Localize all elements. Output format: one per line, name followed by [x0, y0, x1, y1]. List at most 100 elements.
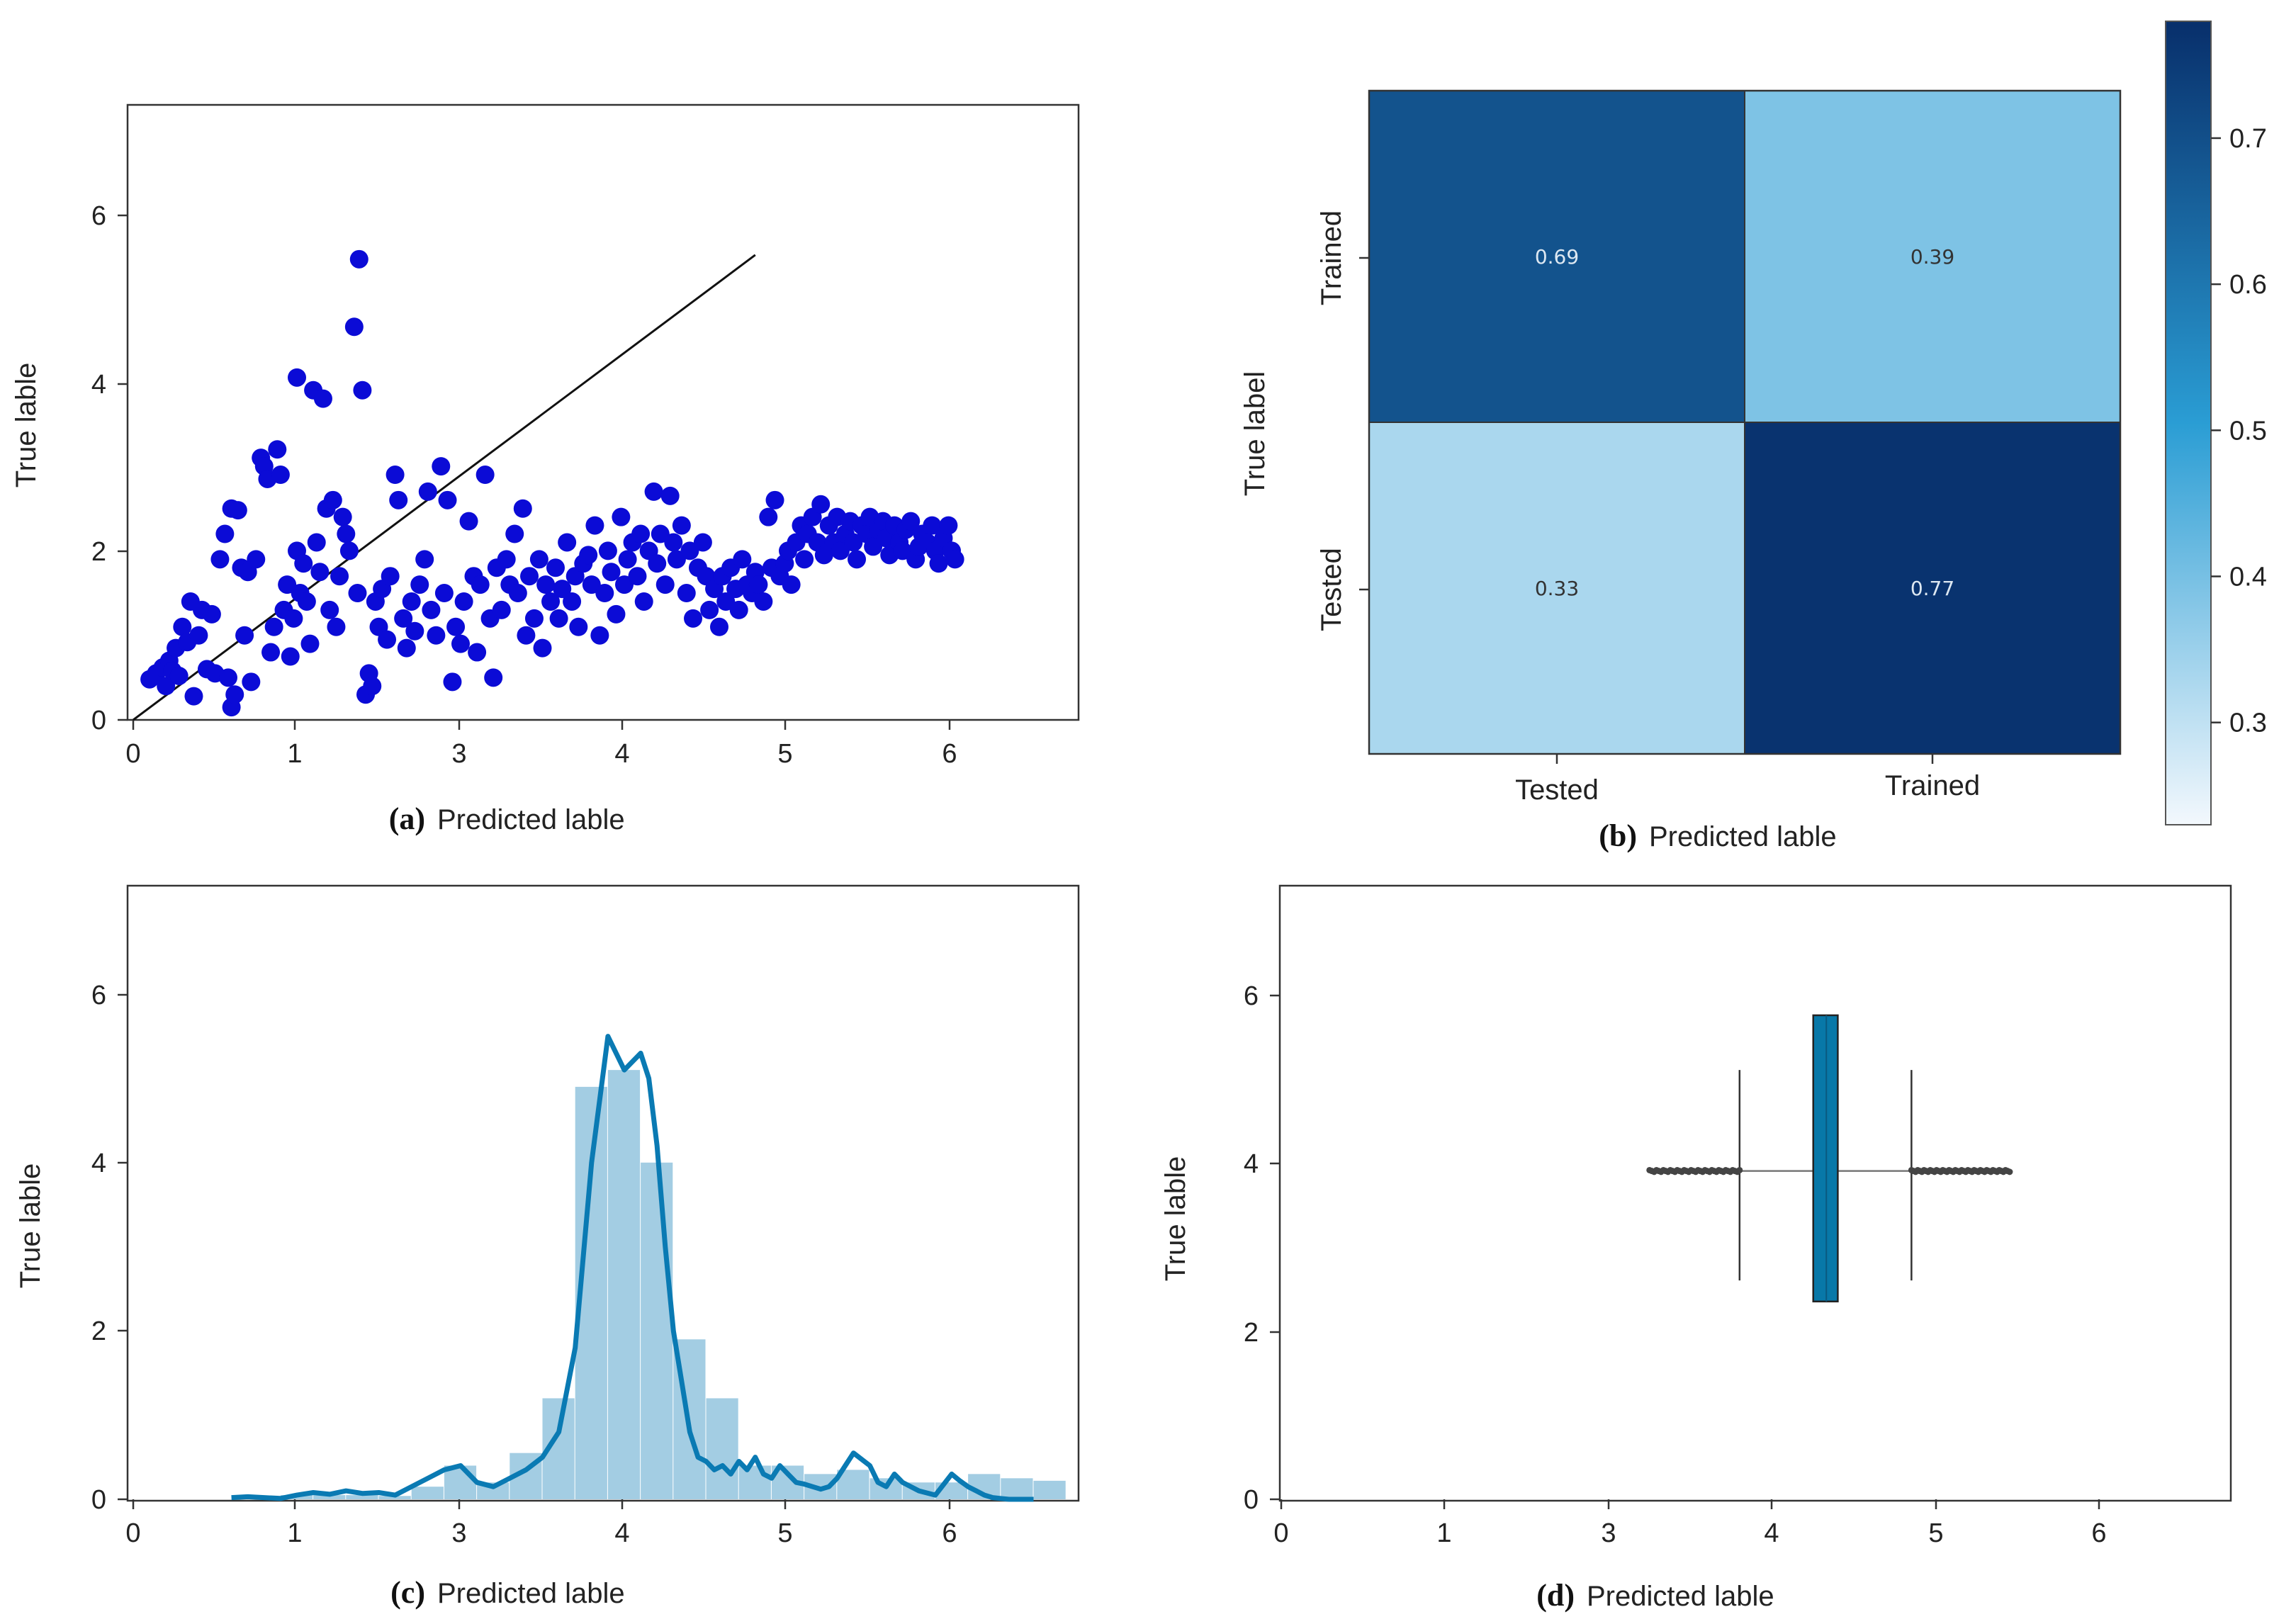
scatter-point-145	[693, 533, 712, 552]
scatter-point-49	[313, 389, 332, 408]
panel-c-frame	[126, 884, 1080, 1502]
histogram-bar-5	[411, 1487, 444, 1499]
histogram-bar-15	[738, 1465, 771, 1499]
panel-c-ytick-label-3: 6	[91, 981, 106, 1010]
scatter-point-121	[595, 584, 614, 603]
scatter-point-170	[795, 550, 814, 569]
scatter-point-74	[402, 592, 421, 611]
scatter-point-117	[579, 546, 598, 565]
cm-cell-0-0	[1368, 90, 1745, 423]
scatter-point-84	[443, 672, 462, 692]
scatter-point-61	[353, 380, 372, 400]
scatter-point-174	[811, 495, 831, 514]
scatter-point-107	[536, 575, 556, 594]
panel-b-cells: 0.69 0.39 0.33 0.77	[1368, 90, 2121, 755]
panel-a-ytick-label-0: 0	[91, 706, 106, 735]
scatter-point-115	[569, 617, 588, 636]
scatter-point-94	[484, 668, 503, 687]
panel-a-xtick-label-3: 4	[614, 739, 629, 769]
histogram-bar-2	[313, 1495, 346, 1499]
flier-low-39	[1736, 1166, 1743, 1173]
colorbar-tick-label-2: 0.5	[2229, 416, 2267, 446]
scatter-point-83	[438, 490, 457, 509]
scatter-point-55	[333, 507, 352, 526]
panel-b-ycat-1: Tested	[1316, 548, 1347, 631]
scatter-point-154	[729, 600, 748, 619]
panel-c-distribution: 0 2 4 6 0 1 3 4 5 6 True lable (c) Predicted lab…	[15, 884, 1080, 1610]
scatter-point-51	[320, 600, 339, 619]
histogram-bar-24	[1033, 1480, 1066, 1499]
panel-a-identity-line	[133, 254, 756, 721]
panel-a-points	[140, 249, 964, 717]
panel-d-x-ticks: 0 1 3 4 5 6	[1273, 1499, 2107, 1548]
scatter-point-130	[631, 524, 651, 543]
scatter-point-88	[459, 512, 478, 531]
scatter-point-3	[157, 677, 176, 696]
scatter-point-58	[344, 317, 364, 337]
panel-d-xtick-label-0: 0	[1273, 1518, 1288, 1548]
panel-d-ytick-label-3: 6	[1244, 981, 1259, 1011]
scatter-point-100	[508, 584, 527, 603]
panel-b-xcat-0: Tested	[1515, 774, 1599, 806]
panel-c-caption-label: (c)	[390, 1575, 425, 1610]
scatter-point-183	[848, 550, 867, 569]
panel-a-ytick-label-2: 4	[91, 370, 106, 400]
panel-a-caption-label: (a)	[389, 801, 425, 836]
scatter-point-59	[348, 584, 367, 603]
scatter-point-28	[247, 550, 266, 569]
panel-a-ytick-label-1: 2	[91, 537, 106, 567]
scatter-point-71	[389, 490, 408, 509]
scatter-point-85	[446, 617, 466, 636]
scatter-point-163	[765, 490, 784, 509]
panel-a-xtick-label-1: 1	[287, 739, 302, 769]
panel-d-ytick-label-2: 4	[1244, 1149, 1259, 1179]
panel-c-ytick-label-0: 0	[91, 1485, 106, 1515]
panel-a-x-ticks: 0 1 3 4 5 6	[125, 720, 957, 769]
scatter-point-175	[814, 546, 833, 565]
scatter-point-80	[427, 626, 446, 645]
scatter-point-105	[529, 550, 548, 569]
scatter-point-43	[294, 554, 313, 573]
panel-d-boxplot: 0 2 4 6 0 1 3 4 5 6 True lable (d) Predicted lab…	[1160, 884, 2232, 1613]
panel-d-xtick-label-1: 1	[1436, 1518, 1451, 1548]
scatter-point-159	[749, 575, 768, 594]
panel-d-xtick-label-4: 5	[1928, 1518, 1943, 1548]
scatter-point-97	[497, 550, 516, 569]
cm-cell-value-1-1: 0.77	[1910, 577, 1954, 600]
scatter-point-141	[677, 584, 696, 603]
scatter-point-39	[284, 609, 303, 628]
panel-a-xtick-label-2: 3	[451, 739, 466, 769]
scatter-point-123	[602, 563, 621, 582]
scatter-point-79	[422, 600, 441, 619]
scatter-point-126	[615, 575, 634, 594]
scatter-point-77	[415, 550, 434, 569]
scatter-point-69	[381, 567, 400, 586]
histogram-bar-18	[837, 1470, 870, 1499]
scatter-point-122	[598, 541, 617, 560]
box-iqr	[1812, 1014, 1839, 1303]
scatter-point-23	[228, 501, 247, 520]
scatter-point-196	[901, 512, 921, 531]
panel-d-xtick-label-2: 3	[1601, 1518, 1616, 1548]
scatter-point-113	[563, 592, 582, 611]
panel-c-ytick-label-1: 2	[91, 1316, 106, 1346]
scatter-point-119	[585, 516, 604, 535]
scatter-point-78	[418, 482, 437, 501]
cm-cell-value-0-0: 0.69	[1535, 245, 1579, 269]
scatter-point-60	[349, 249, 368, 269]
histogram-bar-12	[641, 1162, 673, 1499]
histogram-bar-14	[706, 1398, 738, 1499]
scatter-point-17	[210, 550, 230, 569]
scatter-point-47	[307, 533, 326, 552]
scatter-point-110	[549, 609, 568, 628]
scatter-point-106	[533, 638, 552, 658]
scatter-point-52	[323, 490, 342, 509]
scatter-point-120	[590, 626, 609, 645]
panel-d-ytick-label-0: 0	[1244, 1485, 1259, 1515]
panel-c-ytick-label-2: 4	[91, 1149, 106, 1178]
panel-c-xtick-label-2: 3	[451, 1518, 466, 1548]
panel-c-y-ticks: 0 2 4 6	[91, 981, 128, 1515]
panel-d-ytick-label-1: 2	[1244, 1318, 1259, 1348]
scatter-point-124	[607, 604, 626, 624]
